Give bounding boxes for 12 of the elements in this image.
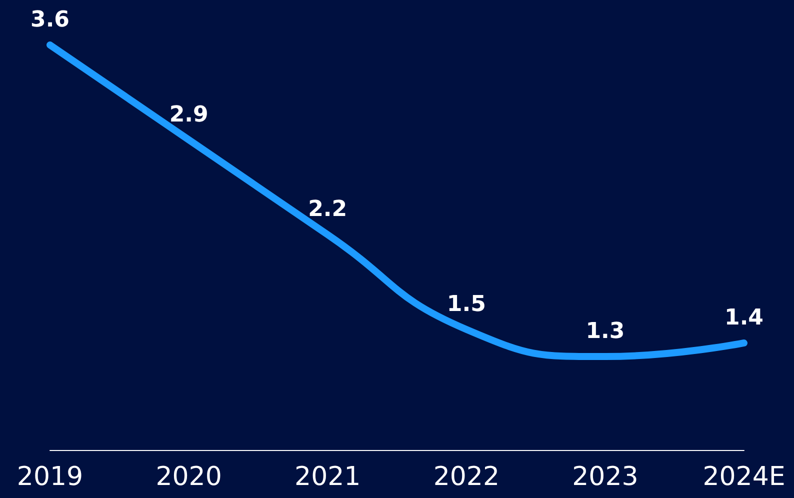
data-label: 1.4 xyxy=(724,305,764,330)
x-tick-label: 2023 xyxy=(572,462,638,492)
x-tick-label: 2024E xyxy=(702,462,786,492)
x-tick-label: 2021 xyxy=(294,462,361,492)
data-label: 1.5 xyxy=(446,292,486,317)
x-tick-label: 2020 xyxy=(156,462,222,492)
data-label: 3.6 xyxy=(30,8,70,32)
data-label: 2.2 xyxy=(308,197,348,222)
x-tick-label: 2022 xyxy=(433,462,500,492)
data-label: 1.3 xyxy=(586,319,625,344)
x-tick-label: 2019 xyxy=(16,462,84,492)
data-label: 2.9 xyxy=(169,102,208,128)
